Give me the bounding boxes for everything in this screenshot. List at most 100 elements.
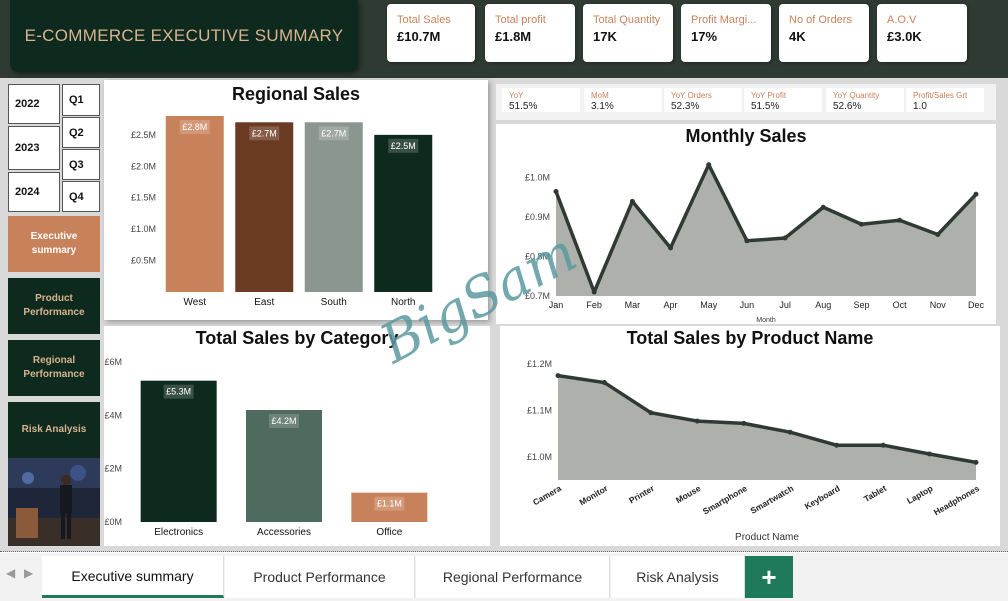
x-tick-label: South <box>321 297 347 308</box>
tab-risk-analysis[interactable]: Risk Analysis <box>611 556 745 598</box>
kpi-label: Total profit <box>495 14 546 26</box>
data-point <box>591 289 597 295</box>
bar <box>140 380 217 522</box>
x-tick-label: Camera <box>531 483 563 507</box>
x-tick-label: Office <box>376 527 402 538</box>
growth-label: YoY Profit <box>751 91 787 100</box>
slicer-label: 2024 <box>15 186 40 198</box>
x-tick-label: Mouse <box>674 483 703 505</box>
growth-value: 52.3% <box>671 101 700 112</box>
data-point <box>858 221 864 227</box>
slicer-quarter-q2[interactable]: Q2 <box>62 117 100 148</box>
chart-title: Regional Sales <box>231 84 361 104</box>
x-tick-label: Mar <box>625 300 641 310</box>
y-tick-label: £0.9M <box>525 212 550 222</box>
data-point <box>973 191 979 197</box>
data-point <box>782 235 788 241</box>
growth-card-yoy[interactable]: YoY 51.5% <box>502 88 580 112</box>
x-tick-label: Jun <box>740 300 755 310</box>
slicer-label: 2023 <box>15 142 40 154</box>
y-tick-label: £1.5M <box>131 193 156 203</box>
data-label-bg <box>163 384 194 399</box>
kpi-card-no-of-orders[interactable]: No of Orders 4K <box>779 4 869 62</box>
x-tick-label: Laptop <box>905 483 935 506</box>
data-label-bg <box>249 126 280 141</box>
x-tick-label: Electronics <box>154 527 203 538</box>
presenter-photo-graphic <box>8 458 100 546</box>
kpi-card-total-profit[interactable]: Total profit £1.8M <box>485 4 575 62</box>
slicer-label: 2022 <box>15 98 40 110</box>
x-axis-label: Product Name <box>735 532 799 543</box>
data-point <box>741 420 747 426</box>
slicer-quarter-q1[interactable]: Q1 <box>62 84 100 116</box>
nav-label: Regional Performance <box>23 355 85 380</box>
slicer-quarter-q3[interactable]: Q3 <box>62 149 100 180</box>
slicer-label: Q1 <box>69 94 84 106</box>
y-tick-label: £2M <box>104 464 122 474</box>
kpi-card-total-quantity[interactable]: Total Quantity 17K <box>583 4 673 62</box>
data-label-bg <box>269 414 299 428</box>
bar <box>246 410 322 522</box>
monthly-sales-chart: £0.7M £0.8M £0.9M £1.0M Jan Feb Mar Apr May Jun Ju… <box>525 162 984 324</box>
nav-executive-summary-button[interactable]: Executive summary <box>8 216 100 272</box>
tab-executive-summary[interactable]: Executive summary <box>42 556 224 598</box>
data-point <box>629 198 635 204</box>
growth-card-mom[interactable]: MoM 3.1% <box>584 88 662 112</box>
bar <box>235 122 294 293</box>
data-label-bg <box>374 496 405 511</box>
nav-product-performance-button[interactable]: Product Performance <box>8 278 100 334</box>
bar <box>304 122 363 293</box>
data-label-bg <box>179 120 210 134</box>
tab-scroll-right-icon[interactable]: ▶ <box>24 566 34 580</box>
data-point <box>820 204 826 210</box>
x-tick-label: Feb <box>586 300 602 310</box>
plus-icon: + <box>761 561 777 592</box>
category-sales-panel: Total Sales by Category £0M £2M £4M £6M £5.3… <box>104 326 490 546</box>
add-page-button[interactable]: + <box>745 556 793 598</box>
growth-card-yoy-quantity[interactable]: YoY Quantity 52.6% <box>826 88 904 112</box>
growth-card-yoy-orders[interactable]: YoY Orders 52.3% <box>664 88 742 112</box>
nav-regional-performance-button[interactable]: Regional Performance <box>8 340 100 396</box>
data-label: £2.5M <box>391 141 416 151</box>
x-axis-label: Month <box>756 317 776 324</box>
growth-card-profit-sales-growth[interactable]: Profit/Sales Grt 1.0 <box>906 88 984 112</box>
kpi-value: £10.7M <box>397 29 441 44</box>
data-label-bg <box>388 138 419 153</box>
slicer-year-2024[interactable]: 2024 <box>8 172 60 212</box>
kpi-card-profit-margin[interactable]: Profit Margi... 17% <box>681 4 771 62</box>
area-fill <box>556 164 976 296</box>
data-point <box>880 442 886 448</box>
tab-product-performance[interactable]: Product Performance <box>225 556 415 598</box>
x-tick-label: West <box>183 297 206 308</box>
chart-title: Monthly Sales <box>685 126 807 146</box>
bar <box>351 492 428 522</box>
tab-label: Executive summary <box>71 567 194 584</box>
data-label: £2.7M <box>252 128 277 138</box>
slicer-year-2023[interactable]: 2023 <box>8 126 60 170</box>
y-tick-label: £1.0M <box>525 173 550 183</box>
tab-label: Regional Performance <box>442 569 583 585</box>
growth-value: 51.5% <box>751 101 780 112</box>
nav-label: Risk Analysis <box>21 424 87 435</box>
growth-value: 1.0 <box>913 101 927 112</box>
slicer-year-2022[interactable]: 2022 <box>8 84 60 124</box>
y-tick-label: £1.1M <box>527 405 552 415</box>
bar <box>165 116 224 292</box>
x-tick-label: May <box>700 300 718 310</box>
tab-regional-performance[interactable]: Regional Performance <box>416 556 610 598</box>
nav-label: Executive summary <box>30 231 78 256</box>
tab-scroll-left-icon[interactable]: ◀ <box>6 566 16 580</box>
slicer-quarter-q4[interactable]: Q4 <box>62 181 100 212</box>
nav-risk-analysis-button[interactable]: Risk Analysis <box>8 402 100 458</box>
kpi-label: Total Quantity <box>593 14 661 26</box>
growth-card-yoy-profit[interactable]: YoY Profit 51.5% <box>744 88 822 112</box>
data-point <box>648 410 654 416</box>
kpi-card-total-sales[interactable]: Total Sales £10.7M <box>387 4 475 62</box>
x-tick-label: Tablet <box>862 483 888 504</box>
category-sales-chart: £0M £2M £4M £6M £5.3M Electronics £4.2M Accesso… <box>104 357 428 538</box>
kpi-card-aov[interactable]: A.O.V £3.0K <box>877 4 967 62</box>
data-point <box>555 373 561 379</box>
x-tick-label: North <box>391 297 415 308</box>
data-point <box>744 238 750 244</box>
data-point <box>935 231 941 237</box>
